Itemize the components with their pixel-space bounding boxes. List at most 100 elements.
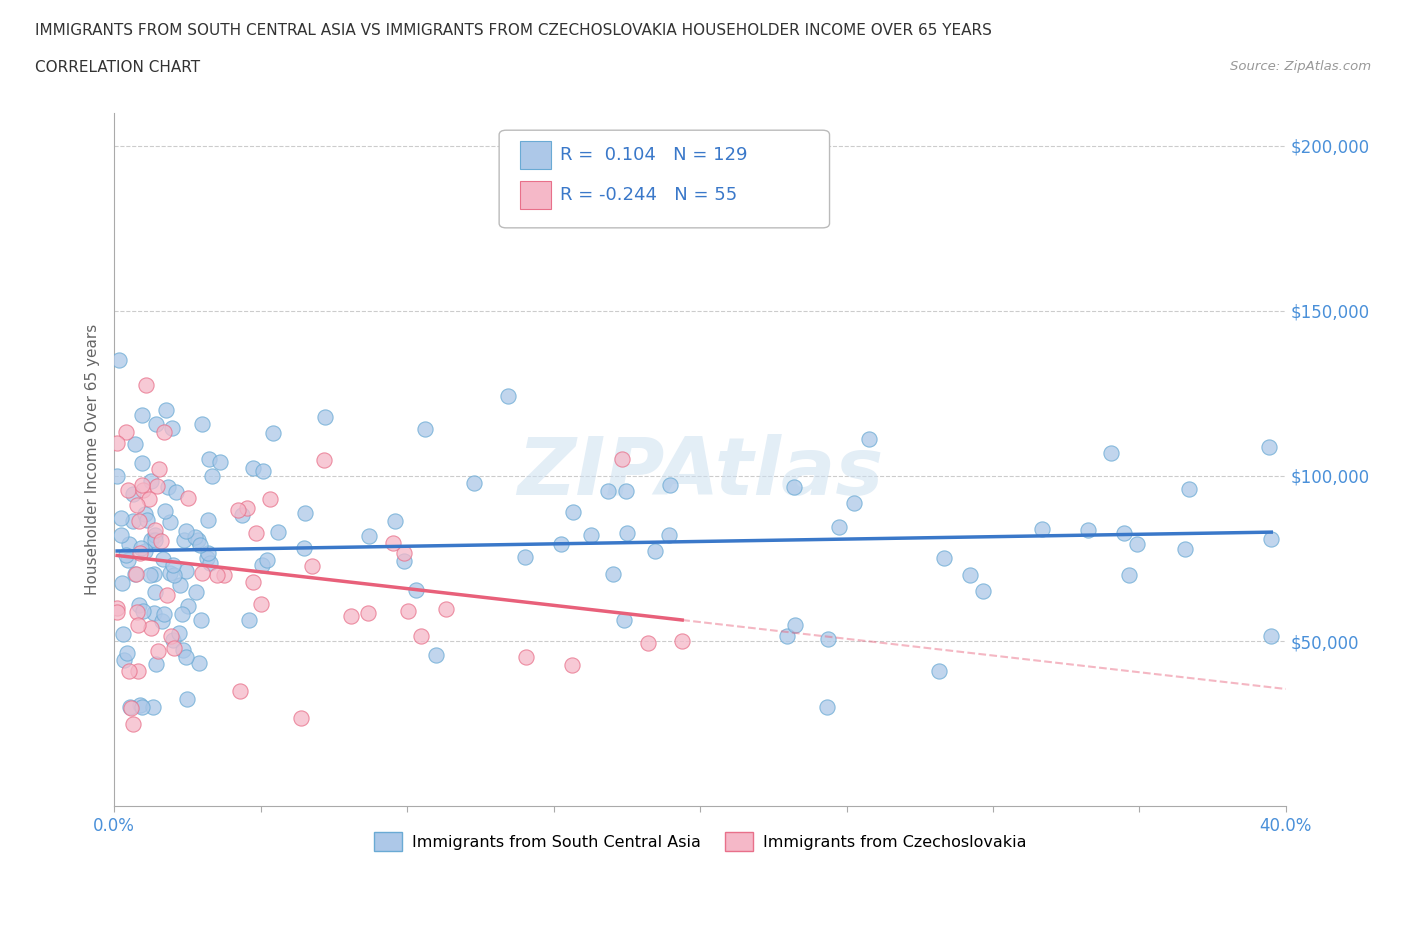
Point [187,532,209,547]
Point [153,606,176,621]
Point [142,566,165,581]
Point [249,597,271,612]
Point [242,575,264,590]
Point [250,558,273,573]
Point [1118,567,1140,582]
Point [156,479,179,494]
Point [156,587,179,602]
Point [162,632,184,647]
Point [146,479,169,494]
Point [198,555,221,570]
Point [145,527,167,542]
Point [135,378,157,392]
Point [616,525,638,540]
Text: Source: ZipAtlas.com: Source: ZipAtlas.com [1230,60,1371,73]
Point [613,612,636,627]
Point [562,505,585,520]
Point [110,511,132,525]
Point [785,618,807,632]
Point [398,604,420,618]
Point [122,513,145,528]
Point [149,534,172,549]
Point [173,533,195,548]
Point [128,513,150,528]
Point [1031,521,1053,536]
Point [252,463,274,478]
Point [105,600,128,615]
Point [152,551,174,566]
Point [610,451,633,466]
Point [117,483,139,498]
Text: R = -0.244   N = 55: R = -0.244 N = 55 [560,186,737,205]
Point [242,461,264,476]
Point [112,653,135,668]
Point [314,409,336,424]
Point [972,584,994,599]
Point [162,557,184,572]
Point [190,417,212,432]
Point [1260,532,1282,547]
Point [132,604,155,618]
Point [163,567,186,582]
Point [145,657,167,671]
Point [191,566,214,581]
Point [136,513,159,528]
Point [381,535,404,550]
Point [858,432,880,446]
Point [170,606,193,621]
Point [259,491,281,506]
Point [671,633,693,648]
Point [197,512,219,527]
Point [409,628,432,643]
Point [579,528,602,543]
Point [163,640,186,655]
Point [384,513,406,528]
Point [152,425,174,440]
Point [190,612,212,627]
Point [115,548,138,563]
Point [197,546,219,561]
Point [425,647,447,662]
Point [128,618,150,632]
Point [463,475,485,490]
Text: IMMIGRANTS FROM SOUTH CENTRAL ASIA VS IMMIGRANTS FROM CZECHOSLOVAKIA HOUSEHOLDER: IMMIGRANTS FROM SOUTH CENTRAL ASIA VS IM… [35,23,993,38]
Point [290,711,312,725]
Point [550,537,572,551]
Point [117,552,139,567]
Point [226,502,249,517]
Point [128,698,150,712]
Point [815,699,838,714]
Point [245,525,267,540]
Point [340,608,363,623]
Point [129,546,152,561]
Point [561,658,583,672]
Point [405,582,427,597]
Point [301,558,323,573]
Point [115,646,138,661]
Point [169,578,191,592]
Point [160,629,183,644]
Point [267,525,290,539]
Point [231,507,253,522]
Point [1178,482,1201,497]
Point [1260,629,1282,644]
Point [110,527,132,542]
Point [614,484,637,498]
Point [128,597,150,612]
Point [131,456,153,471]
Point [112,626,135,641]
Point [174,524,197,538]
Point [205,568,228,583]
Point [195,551,218,565]
Point [148,462,170,477]
Point [131,407,153,422]
Point [118,664,141,679]
Point [212,567,235,582]
Point [1174,542,1197,557]
Point [357,605,380,620]
Point [125,604,148,619]
Point [125,498,148,512]
Point [143,522,166,537]
Point [141,473,163,488]
Point [434,601,457,616]
